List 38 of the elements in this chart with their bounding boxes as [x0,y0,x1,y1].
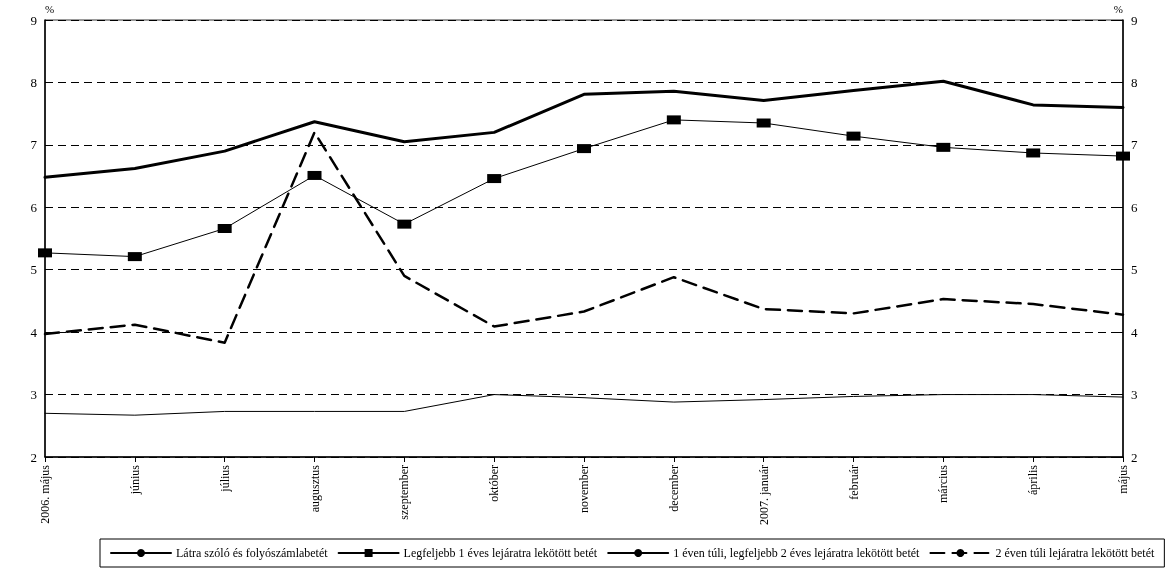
x-tick-label: április [1026,464,1041,495]
y2-axis-title: % [1113,2,1123,15]
legend-label: 1 éven túli, legfeljebb 2 éves lejáratra lekötött betét [673,546,921,560]
y-tick-label: 3 [30,387,37,403]
x-tick-label: augusztus [307,464,322,513]
y2-tick-label: 9 [1131,12,1138,28]
y2-tick-label: 4 [1131,324,1138,340]
x-tick-label: március [936,464,951,503]
x-tick-label: november [577,465,591,513]
y-tick-label: 5 [30,262,37,278]
y-tick-label: 7 [30,137,38,153]
x-tick-label: 2006. május [38,464,52,524]
legend-label: 2 éven túli lejáratra lekötött betét [995,546,1156,560]
point [577,144,591,154]
y2-tick-label: 8 [1131,74,1138,90]
point [1116,151,1130,161]
y-tick-label: 2 [30,449,37,465]
x-tick-label: május [1116,464,1130,494]
x-tick-label: július [217,464,232,493]
x-tick-label: február [846,465,861,500]
y2-tick-label: 5 [1131,262,1138,278]
point [38,248,52,258]
y-axis-title: % [45,2,55,15]
x-tick-label: június [127,464,142,496]
y-tick-label: 6 [30,199,38,215]
y2-tick-label: 2 [1131,449,1138,465]
y2-tick-label: 6 [1131,199,1138,215]
x-tick-label: szeptember [397,465,412,520]
y-tick-label: 8 [30,74,37,90]
y2-tick-label: 3 [1131,387,1138,403]
y2-tick-label: 7 [1131,137,1138,153]
x-tick-label: 2007. január [756,465,771,525]
legend-label: Legfeljebb 1 éves lejáratra lekötött betét [403,546,598,560]
y-tick-label: 9 [30,12,37,28]
legend-label: Látra szóló és folyószámlabetét [176,546,329,560]
x-tick-label: december [666,465,681,512]
y-tick-label: 4 [30,324,38,340]
x-tick-label: október [487,465,502,502]
